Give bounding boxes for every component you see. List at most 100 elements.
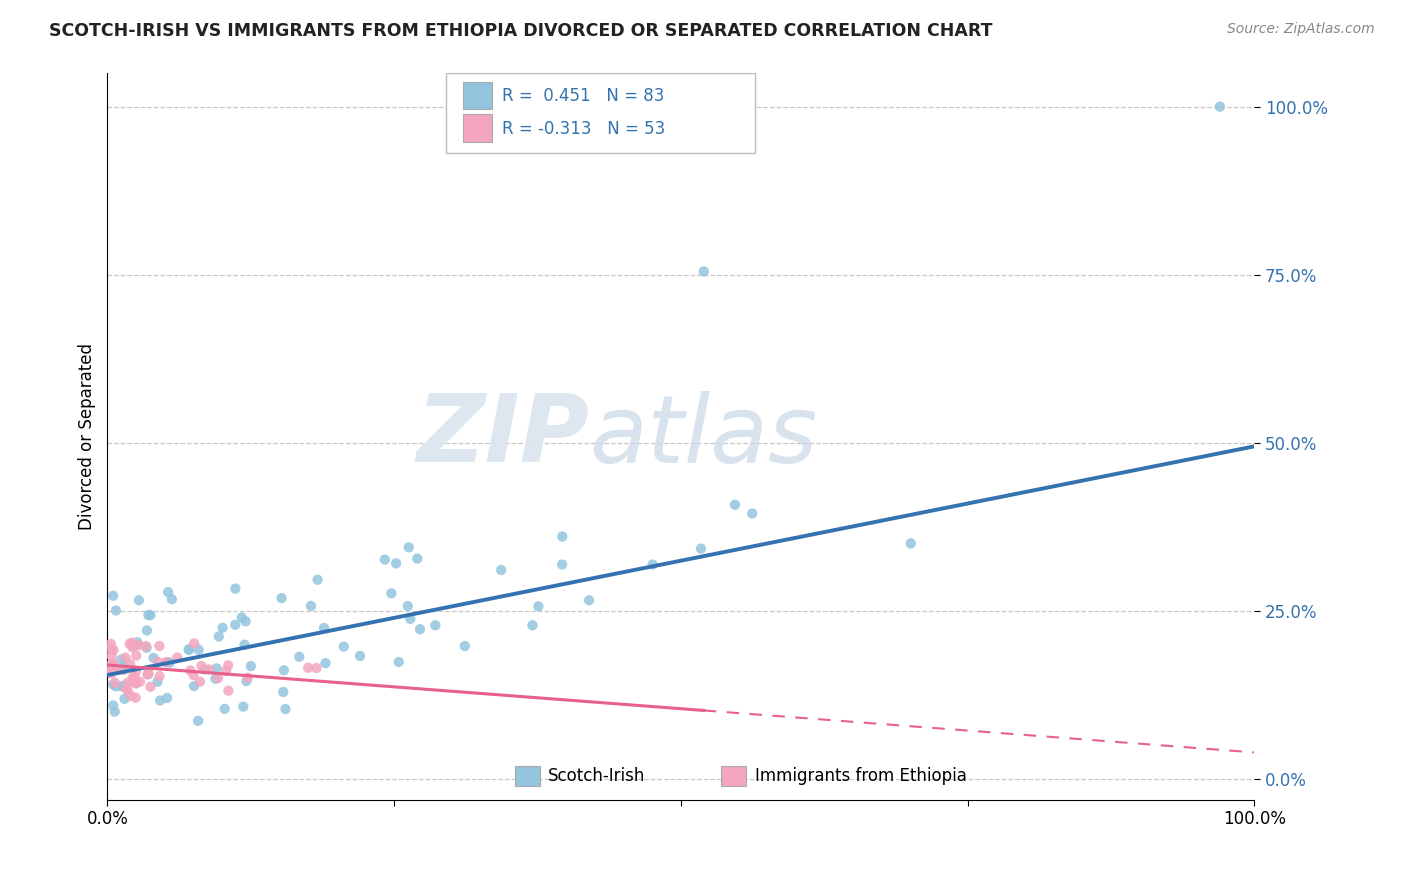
Point <box>129 674 152 689</box>
Point <box>409 622 432 636</box>
Point <box>398 541 420 555</box>
FancyBboxPatch shape <box>721 766 747 787</box>
Point <box>693 264 716 278</box>
Point <box>207 671 229 685</box>
Point <box>100 658 122 673</box>
Point <box>522 618 544 632</box>
Point <box>239 659 262 673</box>
Point <box>217 658 239 673</box>
Point <box>187 642 209 657</box>
Point <box>396 599 419 613</box>
Point <box>183 668 205 682</box>
Point <box>101 677 124 691</box>
Point <box>138 666 160 681</box>
Point <box>205 661 228 675</box>
Point <box>103 657 125 671</box>
Point <box>380 586 402 600</box>
Point <box>100 637 122 651</box>
Point <box>100 666 122 681</box>
Point <box>120 657 142 672</box>
Point <box>135 639 157 653</box>
Point <box>117 675 139 690</box>
Point <box>125 648 148 663</box>
Point <box>139 680 162 694</box>
Point <box>117 683 139 698</box>
Point <box>190 659 212 673</box>
Point <box>100 648 122 663</box>
Point <box>270 591 292 605</box>
Point <box>288 649 311 664</box>
Point <box>399 612 422 626</box>
Point <box>110 679 132 693</box>
Point <box>100 641 122 656</box>
Point <box>307 573 329 587</box>
Point <box>406 551 429 566</box>
Point <box>274 702 297 716</box>
Point <box>101 589 124 603</box>
Point <box>156 690 179 705</box>
Point <box>527 599 550 614</box>
Point <box>146 674 169 689</box>
Text: R =  0.451   N = 83: R = 0.451 N = 83 <box>502 87 664 105</box>
Point <box>156 655 179 669</box>
Point <box>454 639 477 653</box>
Point <box>114 650 136 665</box>
Point <box>148 669 170 683</box>
Point <box>349 648 371 663</box>
Point <box>271 685 294 699</box>
Point <box>312 621 335 635</box>
Point <box>101 698 124 713</box>
Point <box>374 552 396 566</box>
Point <box>104 705 127 719</box>
Point <box>551 530 574 544</box>
Point <box>122 670 145 684</box>
Point <box>128 638 150 652</box>
Point <box>425 618 447 632</box>
Point <box>115 681 138 696</box>
Point <box>112 663 135 677</box>
Point <box>125 676 148 690</box>
Point <box>224 617 246 632</box>
Point <box>235 615 257 629</box>
Point <box>217 683 239 698</box>
Point <box>104 675 127 690</box>
Point <box>100 665 122 679</box>
Point <box>149 693 172 707</box>
Point <box>297 661 319 675</box>
Point <box>690 541 713 556</box>
Text: ZIP: ZIP <box>416 391 589 483</box>
Point <box>127 635 149 649</box>
Point <box>641 558 664 572</box>
Point <box>148 639 170 653</box>
Point <box>157 585 180 599</box>
Point <box>385 557 408 571</box>
Point <box>208 630 231 644</box>
Text: Source: ZipAtlas.com: Source: ZipAtlas.com <box>1227 22 1375 37</box>
Point <box>125 665 148 679</box>
Point <box>146 655 169 669</box>
Text: Immigrants from Ethiopia: Immigrants from Ethiopia <box>755 767 967 785</box>
Point <box>100 665 122 679</box>
Point <box>305 661 328 675</box>
Point <box>122 674 145 689</box>
Point <box>179 664 201 678</box>
Point <box>136 667 159 681</box>
Point <box>136 624 159 638</box>
Point <box>138 608 160 623</box>
Point <box>136 667 159 681</box>
Point <box>232 699 254 714</box>
Point <box>101 664 124 678</box>
Point <box>103 643 125 657</box>
Point <box>231 610 253 624</box>
Y-axis label: Divorced or Separated: Divorced or Separated <box>79 343 96 530</box>
FancyBboxPatch shape <box>463 82 492 110</box>
Point <box>273 663 295 677</box>
Point <box>214 702 236 716</box>
Point <box>233 638 256 652</box>
Point <box>142 651 165 665</box>
Point <box>120 689 142 703</box>
Point <box>188 674 211 689</box>
Point <box>124 670 146 684</box>
FancyBboxPatch shape <box>446 73 755 153</box>
Point <box>211 621 233 635</box>
